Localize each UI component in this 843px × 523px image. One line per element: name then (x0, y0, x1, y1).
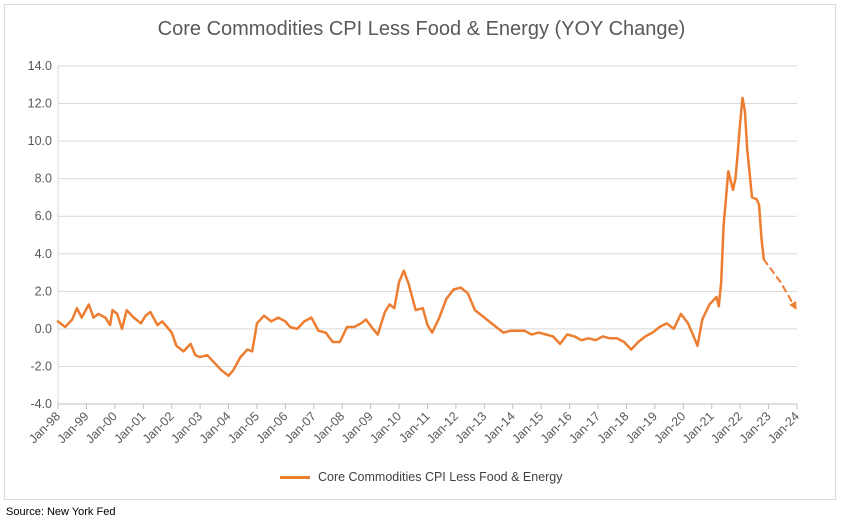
y-tick-label: 12.0 (28, 97, 52, 111)
projection-arrow (762, 258, 797, 310)
gridlines (58, 65, 797, 405)
legend-label: Core Commodities CPI Less Food & Energy (317, 470, 563, 484)
y-tick-label: 2.0 (35, 284, 52, 298)
legend: Core Commodities CPI Less Food & Energy (0, 470, 843, 484)
source-note: Source: New York Fed (6, 506, 116, 518)
y-tick-label: -2.0 (30, 359, 52, 373)
y-tick-label: 4.0 (35, 247, 52, 261)
y-tick-label: 0.0 (35, 322, 52, 336)
series-line (56, 96, 766, 378)
y-tick-label: 14.0 (28, 59, 52, 73)
chart-title: Core Commodities CPI Less Food & Energy … (157, 18, 686, 40)
chart-frame (4, 4, 836, 500)
y-tick-label: 8.0 (35, 172, 52, 186)
chart-plot: -4.0 -2.0 0.0 2.0 4.0 6.0 8.0 10.0 12.0 14.0 Jan-… (26, 59, 802, 446)
y-tick-label: 10.0 (28, 134, 52, 148)
legend-swatch (280, 476, 311, 480)
series-layer (56, 96, 797, 378)
x-tick-label: Jan-10 (367, 409, 404, 446)
x-axis: Jan-98Jan-99Jan-00Jan-01Jan-02Jan-03Jan-… (26, 404, 802, 446)
y-tick-label: -4.0 (30, 397, 52, 411)
y-tick-label: 6.0 (35, 209, 52, 223)
y-axis: -4.0 -2.0 0.0 2.0 4.0 6.0 8.0 10.0 12.0 14.0 (28, 59, 797, 411)
x-tick-label: Jan-24 (765, 409, 802, 446)
